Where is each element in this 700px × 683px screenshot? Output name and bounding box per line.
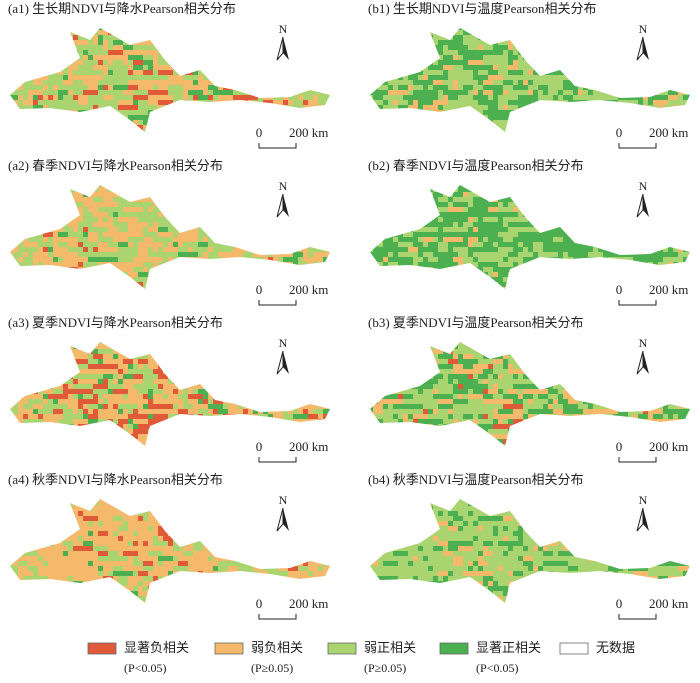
- class-cells: [370, 185, 690, 289]
- north-arrow: [276, 507, 284, 532]
- legend-label: 显著正相关: [476, 640, 541, 655]
- scale-bar: [618, 143, 657, 149]
- legend-swatch: [439, 642, 469, 655]
- scale-label: 200 km: [649, 596, 688, 611]
- scale-zero: 0: [616, 596, 623, 611]
- map-raster: [370, 28, 690, 132]
- north-arrow-fill: [283, 37, 289, 60]
- class-cells: [10, 28, 330, 132]
- north-arrow-fill: [283, 351, 289, 374]
- scale-label: 200 km: [289, 596, 328, 611]
- north-arrow-fill: [643, 37, 649, 60]
- scale-bar: [618, 300, 657, 306]
- class-cells: [370, 342, 690, 446]
- legend-swatch: [559, 642, 589, 655]
- map-raster: [370, 499, 690, 603]
- class-cells: [370, 185, 690, 289]
- legend-label: 无数据: [596, 640, 635, 655]
- north-arrow: [636, 193, 644, 218]
- legend-label: 显著负相关: [124, 640, 189, 655]
- panel-title: (b1) 生长期NDVI与温度Pearson相关分布: [368, 1, 597, 16]
- scale-label: 200 km: [649, 125, 688, 140]
- scale-zero: 0: [616, 439, 623, 454]
- legend-note: (P<0.05): [476, 661, 518, 675]
- map-raster: [10, 28, 330, 132]
- north-label: N: [639, 336, 648, 350]
- map-panel: (b4) 秋季NDVI与温度Pearson相关分布 N 0 200 km: [368, 472, 690, 620]
- class-cells: [370, 499, 690, 603]
- north-label: N: [639, 179, 648, 193]
- map-raster: [10, 185, 330, 289]
- scale-bar: [618, 614, 657, 620]
- panel-title: (b4) 秋季NDVI与温度Pearson相关分布: [368, 472, 584, 487]
- map-raster: [370, 342, 690, 446]
- scale-label: 200 km: [649, 439, 688, 454]
- north-arrow: [636, 507, 644, 532]
- north-arrow: [636, 36, 644, 61]
- panel-title: (a3) 夏季NDVI与降水Pearson相关分布: [8, 315, 223, 330]
- north-arrow: [276, 350, 284, 375]
- legend-label: 弱正相关: [364, 640, 416, 655]
- map-panel: (a4) 秋季NDVI与降水Pearson相关分布 N 0 200 km: [8, 472, 330, 620]
- north-label: N: [279, 493, 288, 507]
- map-panel: (a3) 夏季NDVI与降水Pearson相关分布 N 0 200 km: [8, 315, 330, 463]
- north-arrow-fill: [643, 508, 649, 531]
- legend-swatch: [327, 642, 357, 655]
- scale-label: 200 km: [649, 282, 688, 297]
- panel-title: (a2) 春季NDVI与降水Pearson相关分布: [8, 158, 223, 173]
- north-label: N: [639, 493, 648, 507]
- map-raster: [10, 342, 330, 446]
- class-cells: [370, 28, 690, 132]
- map-panel: (b3) 夏季NDVI与温度Pearson相关分布 N 0 200 km: [368, 315, 690, 463]
- scale-zero: 0: [616, 282, 623, 297]
- panel-title: (a4) 秋季NDVI与降水Pearson相关分布: [8, 472, 223, 487]
- map-panel: (a1) 生长期NDVI与降水Pearson相关分布 N 0 200 km: [8, 1, 330, 149]
- scale-bar: [258, 457, 297, 463]
- legend-note: (P≥0.05): [364, 661, 406, 675]
- north-arrow-fill: [643, 194, 649, 217]
- legend-note: (P≥0.05): [251, 661, 293, 675]
- north-arrow: [276, 193, 284, 218]
- scale-label: 200 km: [289, 125, 328, 140]
- map-panel: (b2) 春季NDVI与温度Pearson相关分布 N 0 200 km: [368, 158, 690, 306]
- scale-bar: [618, 457, 657, 463]
- north-arrow-fill: [283, 508, 289, 531]
- north-arrow: [636, 350, 644, 375]
- north-arrow: [276, 36, 284, 61]
- map-raster: [370, 185, 690, 289]
- scale-bar: [258, 300, 297, 306]
- scale-zero: 0: [256, 125, 263, 140]
- scale-zero: 0: [256, 439, 263, 454]
- scale-zero: 0: [256, 282, 263, 297]
- north-arrow-fill: [643, 351, 649, 374]
- class-cells: [10, 342, 330, 446]
- class-cells: [10, 185, 330, 289]
- north-label: N: [639, 22, 648, 36]
- map-panel: (a2) 春季NDVI与降水Pearson相关分布 N 0 200 km: [8, 158, 330, 306]
- north-arrow-fill: [283, 194, 289, 217]
- legend-swatch: [87, 642, 117, 655]
- map-raster: [10, 499, 330, 603]
- map-panel: (b1) 生长期NDVI与温度Pearson相关分布 N 0 200 km: [368, 1, 690, 149]
- scale-bar: [258, 614, 297, 620]
- legend-note: (P<0.05): [124, 661, 166, 675]
- scale-label: 200 km: [289, 439, 328, 454]
- legend-swatch: [214, 642, 244, 655]
- scale-bar: [258, 143, 297, 149]
- panel-title: (a1) 生长期NDVI与降水Pearson相关分布: [8, 1, 236, 16]
- north-label: N: [279, 22, 288, 36]
- scale-zero: 0: [616, 125, 623, 140]
- panel-title: (b3) 夏季NDVI与温度Pearson相关分布: [368, 315, 584, 330]
- legend-label: 弱负相关: [251, 640, 303, 655]
- north-label: N: [279, 179, 288, 193]
- north-label: N: [279, 336, 288, 350]
- scale-zero: 0: [256, 596, 263, 611]
- scale-label: 200 km: [289, 282, 328, 297]
- panel-title: (b2) 春季NDVI与温度Pearson相关分布: [368, 158, 584, 173]
